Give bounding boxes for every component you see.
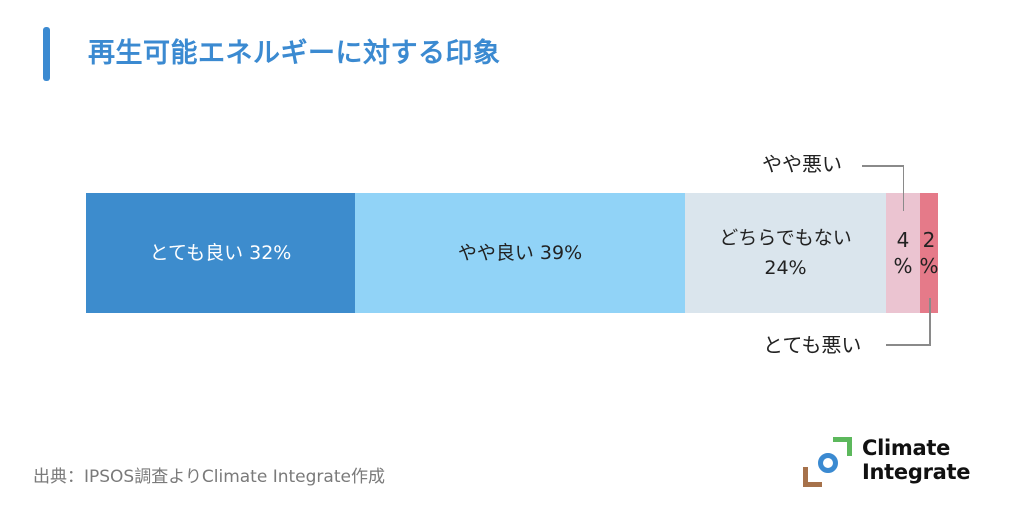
- segment-label: とても良い 32%: [149, 242, 292, 264]
- leader-line-somewhat-bad-h: [862, 165, 904, 167]
- stacked-bar: とても良い 32% やや良い 39% どちらでもない 24% 4 % 2 %: [86, 193, 939, 313]
- logo-wordmark: Climate Integrate: [862, 436, 970, 484]
- segment-very-bad: 2 %: [919, 193, 939, 313]
- logo-line-1: Climate: [862, 436, 951, 460]
- callout-somewhat-bad: やや悪い: [762, 152, 842, 176]
- segment-label: 2 %: [919, 228, 939, 278]
- segment-label: 4 %: [893, 228, 913, 278]
- segment-label: どちらでもない 24%: [719, 227, 852, 279]
- callout-very-bad: とても悪い: [763, 333, 862, 357]
- segment-somewhat-good: やや良い 39%: [355, 193, 685, 313]
- source-note: 出典：IPSOS調査よりClimate Integrate作成: [33, 467, 385, 487]
- leader-line-very-bad-v: [929, 298, 931, 345]
- title-accent-bar: [43, 27, 50, 81]
- segment-neutral: どちらでもない 24%: [685, 193, 886, 313]
- page-title: 再生可能エネルギーに対する印象: [88, 38, 501, 69]
- logo-line-2: Integrate: [862, 460, 971, 484]
- climate-integrate-logo-icon: [803, 437, 852, 487]
- leader-line-somewhat-bad-v: [902, 165, 904, 211]
- segment-label: やや良い 39%: [457, 242, 583, 264]
- leader-line-very-bad-h: [886, 344, 931, 346]
- segment-very-good: とても良い 32%: [86, 193, 355, 313]
- segment-somewhat-bad: 4 %: [886, 193, 920, 313]
